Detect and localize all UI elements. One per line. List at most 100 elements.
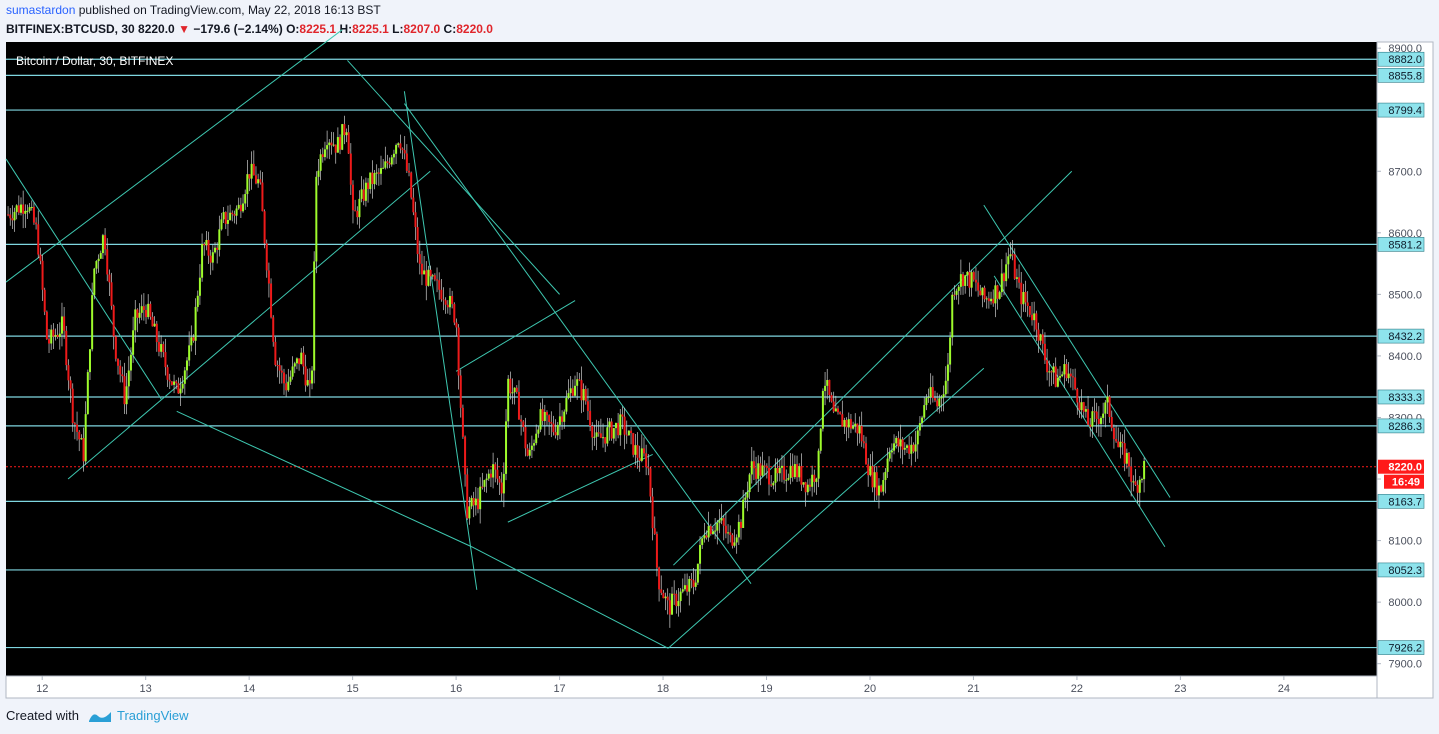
candle-body [308,380,311,384]
candle-body [1138,479,1141,493]
candle-body [694,582,697,587]
candle-body [675,593,678,607]
candle-body [257,179,260,184]
candle-body [97,258,100,262]
candle-body [231,212,234,215]
candle-body [944,380,947,395]
trendline [5,29,343,283]
candle-body [140,306,143,313]
candle-body [339,137,342,150]
candle-body [722,518,725,526]
candle-body [218,229,221,250]
candle-body [162,344,165,353]
candle-body [425,270,428,286]
candle-body [783,465,786,480]
candle-body [951,294,954,338]
candle-body [43,289,46,312]
candle-body [938,398,941,407]
x-tick-label: 18 [657,683,669,695]
trendline [471,546,669,649]
candle-body [453,304,456,323]
candle-body [1089,424,1092,427]
close-value: 8220.0 [456,22,493,36]
candle-body [742,499,745,528]
candle-body [1005,264,1008,282]
candle-body [636,445,639,458]
candle-body [1128,452,1131,467]
candle-body [625,434,628,436]
last-price: 8220.0 [138,22,175,36]
candle-body [7,214,10,216]
candle-body [233,214,236,216]
candle-body [617,422,620,436]
candle-body [996,285,999,299]
candle-body [645,453,648,468]
candle-body [509,378,512,394]
candle-body [315,176,318,262]
candle-body [405,153,408,171]
publish-line: sumastardon published on TradingView.com… [6,3,381,17]
candle-body [71,388,74,424]
candle-body [515,387,518,392]
candle-body [770,484,773,486]
candle-body [104,235,107,250]
candle-body [354,210,357,212]
candle-body [627,430,630,436]
level-label-box [1377,389,1425,405]
candle-body [972,272,975,280]
candle-body [205,239,208,246]
candle-body [772,482,775,486]
candle-body [209,255,212,263]
candle-body [300,352,303,365]
candle-body [500,482,503,494]
candle-body [343,124,346,136]
candle-body [526,448,529,456]
candle-body [239,204,242,212]
candle-body [280,370,283,373]
candle-body [847,419,850,428]
candle-body [959,274,962,287]
candle-body [845,420,848,428]
candle-body [1048,371,1051,373]
candle-body [58,333,61,337]
candle-body [229,212,232,221]
candle-body [571,388,574,396]
chart-title: Bitcoin / Dollar, 30, BITFINEX [16,54,173,68]
candle-body [957,286,960,291]
candle-body [666,596,669,601]
author-link[interactable]: sumastardon [6,3,76,17]
candle-body [699,544,702,564]
trendline [507,453,653,523]
y-tick-label: 8000.0 [1388,597,1422,609]
candle-body [198,277,201,296]
candle-body [1026,302,1029,306]
candle-body [185,360,188,371]
tradingview-link[interactable]: TradingView [88,708,189,723]
candle-body [242,203,245,212]
candle-body [1093,411,1096,413]
candle-body [328,142,331,146]
candle-body [574,385,577,396]
candle-body [479,486,482,510]
countdown-label: 16:49 [1392,477,1420,489]
candle-body [201,243,204,278]
candle-body [287,381,290,391]
candle-body [869,465,872,476]
candle-body [173,381,176,385]
candle-body [884,471,887,481]
footer: Created with TradingView [6,708,189,723]
candle-body [444,300,447,305]
candle-body [623,416,626,435]
candle-body [640,448,643,461]
price-axis [1376,41,1434,699]
candle-body [524,427,527,449]
candle-body [483,480,486,487]
candle-body [905,445,908,448]
candle-body [1108,396,1111,417]
candle-body [819,428,822,451]
published-text: published on TradingView.com, May 22, 20… [78,3,381,17]
candle-body [351,184,354,211]
candle-body [923,405,926,418]
candle-body [298,358,301,365]
